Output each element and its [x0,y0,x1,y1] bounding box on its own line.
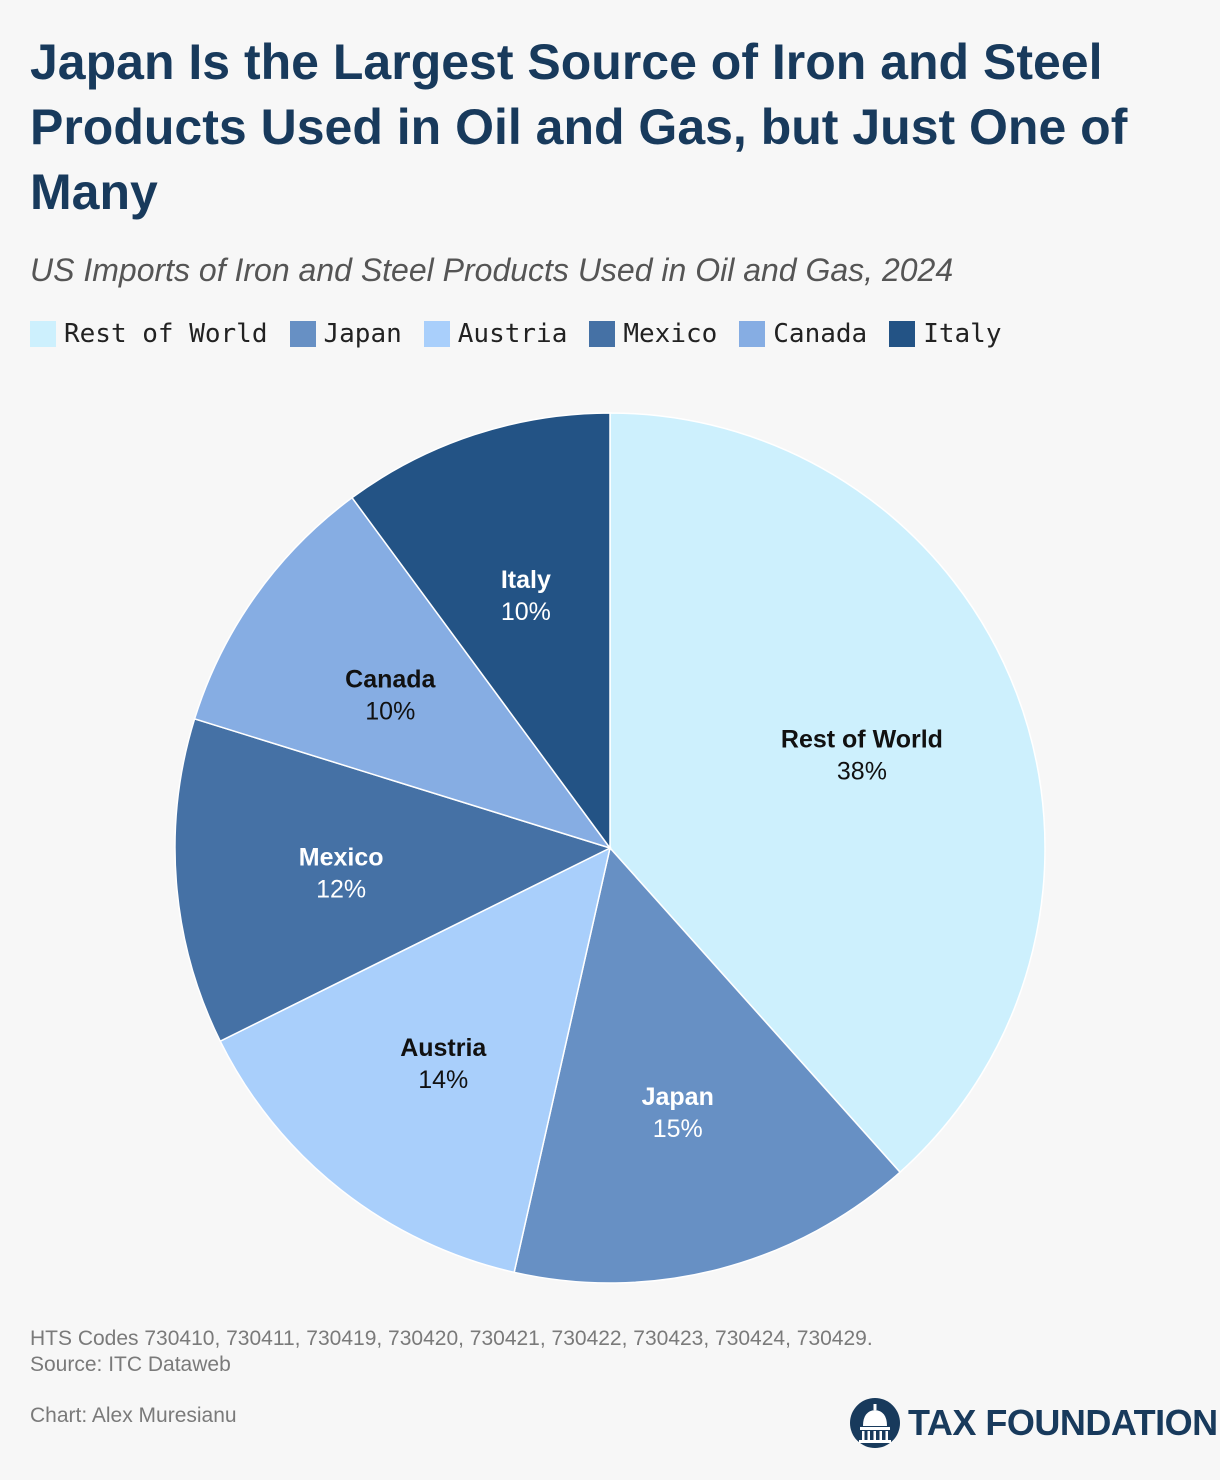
legend-label: Japan [323,319,402,349]
legend-item: Canada [739,319,867,349]
pie-slice-mexico [174,717,613,1043]
legend-label: Rest of World [64,319,268,349]
chart-notes: HTS Codes 730410, 730411, 730419, 730420… [30,1326,873,1378]
slice-label-value: 14% [418,1066,468,1094]
slice-label-name: Canada [345,666,436,694]
pie-slice-rest-of-world [609,412,1046,1174]
slice-label-name: Japan [642,1083,714,1111]
capitol-dome-icon [850,1398,900,1448]
legend-swatch [889,321,916,347]
slice-label-value: 15% [653,1115,703,1143]
slice-label-value: 10% [365,698,415,726]
legend-swatch [589,321,616,347]
slice-label-value: 12% [316,875,366,903]
pie-slice-austria [219,846,612,1274]
legend-item: Japan [289,319,402,349]
pie-slice-japan [513,846,902,1284]
legend-item: Rest of World [30,319,268,349]
legend-swatch [739,321,766,347]
slice-label-name: Mexico [299,843,384,871]
legend-label: Mexico [623,319,718,349]
legend-swatch [423,321,450,347]
hts-codes-note: HTS Codes 730410, 730411, 730419, 730420… [30,1327,873,1350]
chart-legend: Rest of World Japan Austria Mexico Canada Ita… [30,316,1023,352]
source-note: Source: ITC Dataweb [30,1353,231,1376]
legend-swatch [30,321,56,347]
legend-label: Austria [457,319,568,349]
slice-label-value: 10% [501,598,551,626]
brand-name: TAX FOUNDATION [908,1402,1218,1443]
chart-credit: Chart: Alex Muresianu [30,1404,237,1427]
slice-label-name: Italy [501,566,551,594]
slice-label-name: Austria [400,1034,487,1062]
pie-chart: Rest of World 38% Japan 15% Austria 14% Mexico… [174,412,1046,1284]
legend-item: Italy [889,319,1001,349]
legend-swatch [289,321,316,347]
legend-item: Mexico [589,319,717,349]
legend-label: Italy [923,319,1002,349]
slice-label-value: 38% [837,758,887,786]
chart-title: Japan Is the Largest Source of Iron and … [30,34,1128,220]
chart-subtitle: US Imports of Iron and Steel Products Us… [30,252,954,288]
legend-label: Canada [773,319,868,349]
pie-slice-canada [193,496,612,850]
tax-foundation-logo: TAX FOUNDATION [850,1398,1218,1448]
legend-item: Austria [423,319,568,349]
pie-slice-italy [351,412,611,851]
slice-label-name: Rest of World [781,726,943,754]
